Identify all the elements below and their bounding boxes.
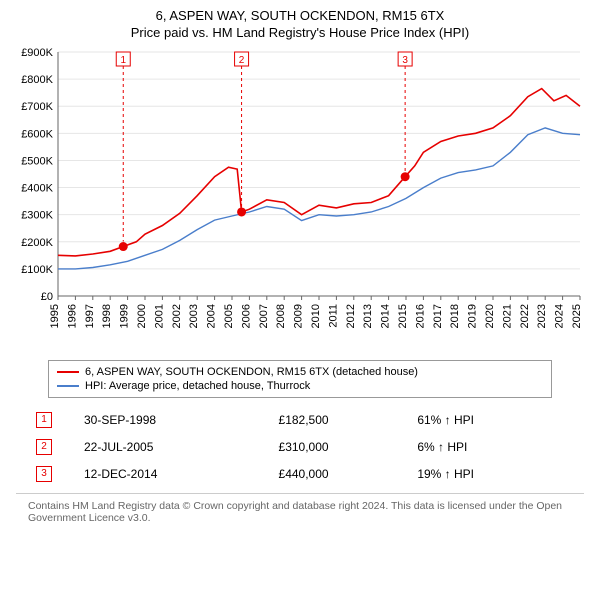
sale-marker-number: 3 xyxy=(402,55,408,66)
x-tick-label: 2007 xyxy=(258,304,270,328)
x-tick-label: 2018 xyxy=(449,304,461,328)
y-tick-label: £800K xyxy=(21,74,53,86)
x-tick-label: 2021 xyxy=(501,304,513,328)
sale-marker-number: 1 xyxy=(120,55,126,66)
table-row: 1 30-SEP-1998£182,50061% ↑ HPI xyxy=(32,406,568,433)
sale-price: £182,500 xyxy=(275,406,414,433)
x-tick-label: 2011 xyxy=(327,304,339,328)
x-tick-label: 2006 xyxy=(240,304,252,328)
attribution-text: Contains HM Land Registry data © Crown c… xyxy=(16,493,584,528)
x-tick-label: 2015 xyxy=(397,304,409,328)
legend-item: 6, ASPEN WAY, SOUTH OCKENDON, RM15 6TX (… xyxy=(57,365,543,379)
y-tick-label: £200K xyxy=(21,237,53,249)
legend-item: HPI: Average price, detached house, Thur… xyxy=(57,379,543,393)
sale-date: 12-DEC-2014 xyxy=(80,460,275,487)
x-tick-label: 2000 xyxy=(136,304,148,328)
x-tick-label: 2019 xyxy=(467,304,479,328)
sale-delta: 6% ↑ HPI xyxy=(413,433,568,460)
y-tick-label: £500K xyxy=(21,155,53,167)
x-tick-label: 2001 xyxy=(153,304,165,328)
sale-price: £310,000 xyxy=(275,433,414,460)
legend-swatch xyxy=(57,371,79,373)
sale-index-box: 2 xyxy=(36,439,52,455)
x-tick-label: 1999 xyxy=(119,304,131,328)
table-row: 3 12-DEC-2014£440,00019% ↑ HPI xyxy=(32,460,568,487)
x-tick-label: 2017 xyxy=(432,304,444,328)
y-tick-label: £100K xyxy=(21,264,53,276)
chart-area: £0 £100K £200K £300K £400K £500K £600K £700K £80… xyxy=(12,44,588,354)
x-tick-label: 2014 xyxy=(380,304,392,328)
line-chart-svg: £0 £100K £200K £300K £400K £500K £600K £700K £80… xyxy=(12,44,588,354)
chart-title-address: 6, ASPEN WAY, SOUTH OCKENDON, RM15 6TX xyxy=(12,8,588,23)
chart-title-sub: Price paid vs. HM Land Registry's House … xyxy=(12,25,588,40)
legend-swatch xyxy=(57,385,79,387)
x-tick-label: 1996 xyxy=(66,304,78,328)
x-tick-label: 2016 xyxy=(414,304,426,328)
x-tick-label: 2020 xyxy=(484,304,496,328)
y-tick-label: £600K xyxy=(21,128,53,140)
x-tick-label: 1995 xyxy=(49,304,61,328)
legend-label: HPI: Average price, detached house, Thur… xyxy=(85,380,310,392)
sale-index-box: 1 xyxy=(36,412,52,428)
sale-marker-dot xyxy=(119,242,128,251)
y-tick-label: £0 xyxy=(41,291,53,303)
title-block: 6, ASPEN WAY, SOUTH OCKENDON, RM15 6TX P… xyxy=(12,8,588,40)
x-tick-label: 2005 xyxy=(223,304,235,328)
y-tick-label: £300K xyxy=(21,210,53,222)
x-tick-label: 1998 xyxy=(101,304,113,328)
sale-index-box: 3 xyxy=(36,466,52,482)
sale-price: £440,000 xyxy=(275,460,414,487)
chart-container: 6, ASPEN WAY, SOUTH OCKENDON, RM15 6TX P… xyxy=(0,0,600,536)
sale-date: 30-SEP-1998 xyxy=(80,406,275,433)
x-tick-label: 2025 xyxy=(571,304,583,328)
y-tick-label: £700K xyxy=(21,101,53,113)
sales-table: 1 30-SEP-1998£182,50061% ↑ HPI 2 22-JUL-200… xyxy=(32,406,568,487)
x-tick-label: 2002 xyxy=(171,304,183,328)
table-row: 2 22-JUL-2005£310,0006% ↑ HPI xyxy=(32,433,568,460)
x-tick-label: 2008 xyxy=(275,304,287,328)
y-tick-label: £400K xyxy=(21,183,53,195)
x-tick-label: 2010 xyxy=(310,304,322,328)
sale-marker-dot xyxy=(237,207,246,216)
x-tick-label: 2009 xyxy=(293,304,305,328)
x-tick-label: 2003 xyxy=(188,304,200,328)
sale-delta: 61% ↑ HPI xyxy=(413,406,568,433)
sale-marker-number: 2 xyxy=(239,55,245,66)
x-tick-label: 2023 xyxy=(536,304,548,328)
sale-date: 22-JUL-2005 xyxy=(80,433,275,460)
x-tick-label: 2004 xyxy=(206,304,218,328)
sale-marker-dot xyxy=(401,172,410,181)
legend-label: 6, ASPEN WAY, SOUTH OCKENDON, RM15 6TX (… xyxy=(85,366,418,378)
x-tick-label: 2013 xyxy=(362,304,374,328)
x-tick-label: 1997 xyxy=(84,304,96,328)
x-tick-label: 2022 xyxy=(519,304,531,328)
sale-delta: 19% ↑ HPI xyxy=(413,460,568,487)
x-tick-label: 2024 xyxy=(554,304,566,328)
legend-box: 6, ASPEN WAY, SOUTH OCKENDON, RM15 6TX (… xyxy=(48,360,552,398)
x-tick-label: 2012 xyxy=(345,304,357,328)
y-tick-label: £900K xyxy=(21,47,53,59)
